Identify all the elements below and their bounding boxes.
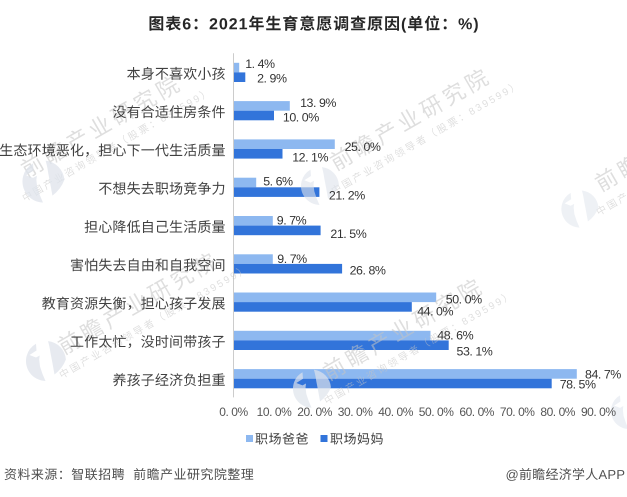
svg-text:20. 0%: 20. 0% — [297, 405, 332, 419]
svg-text:10. 0%: 10. 0% — [257, 405, 292, 419]
svg-text:5. 6%: 5. 6% — [263, 174, 293, 188]
svg-text:1. 4%: 1. 4% — [245, 57, 275, 71]
svg-text:2. 9%: 2. 9% — [257, 71, 287, 85]
svg-text:80. 0%: 80. 0% — [540, 405, 575, 419]
svg-text:21. 5%: 21. 5% — [330, 227, 366, 241]
svg-text:12. 1%: 12. 1% — [292, 150, 328, 164]
svg-text:9. 7%: 9. 7% — [277, 214, 307, 228]
svg-text:60. 0%: 60. 0% — [459, 405, 494, 419]
svg-text:0. 0%: 0. 0% — [219, 405, 248, 419]
svg-text:13. 9%: 13. 9% — [300, 96, 336, 110]
svg-text:30. 0%: 30. 0% — [338, 405, 373, 419]
svg-text:78. 5%: 78. 5% — [560, 377, 596, 391]
svg-text:84. 7%: 84. 7% — [585, 367, 621, 381]
svg-text:40. 0%: 40. 0% — [378, 405, 413, 419]
svg-text:90. 0%: 90. 0% — [581, 405, 616, 419]
svg-text:50. 0%: 50. 0% — [446, 292, 482, 306]
svg-text:9. 7%: 9. 7% — [277, 252, 307, 266]
svg-text:44. 0%: 44. 0% — [417, 305, 453, 319]
svg-text:50. 0%: 50. 0% — [419, 405, 454, 419]
svg-text:53. 1%: 53. 1% — [457, 345, 493, 359]
svg-text:25. 0%: 25. 0% — [345, 140, 381, 154]
svg-text:21. 2%: 21. 2% — [329, 188, 365, 202]
svg-text:10. 0%: 10. 0% — [283, 110, 319, 124]
svg-text:70. 0%: 70. 0% — [500, 405, 535, 419]
svg-text:48. 6%: 48. 6% — [437, 328, 473, 342]
svg-text:26. 8%: 26. 8% — [350, 264, 386, 278]
